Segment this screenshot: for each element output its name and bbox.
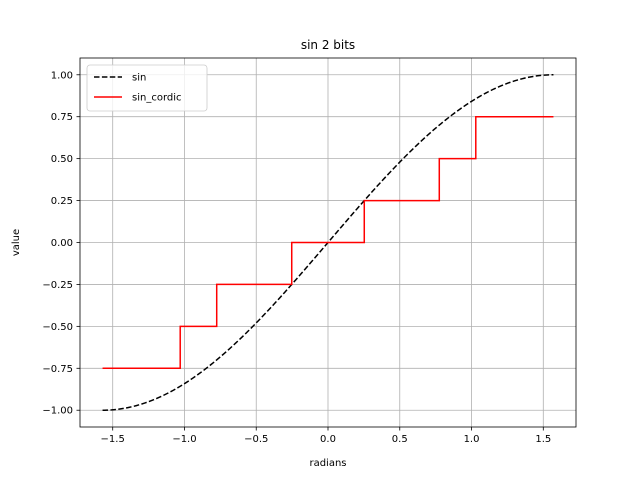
x-tick-label: −1.5: [101, 434, 125, 445]
y-tick-label: 0.50: [51, 154, 73, 165]
legend-box: [87, 65, 207, 111]
legend-label: sin_cordic: [132, 93, 182, 104]
y-tick-label: 0.25: [51, 196, 73, 207]
y-tick-label: −0.25: [42, 280, 73, 291]
x-tick-label: −1.0: [172, 434, 196, 445]
y-tick-label: −0.75: [42, 364, 73, 375]
y-tick-label: −1.00: [42, 406, 73, 417]
x-tick-label: −0.5: [244, 434, 268, 445]
y-tick-label: −0.50: [42, 322, 73, 333]
legend-label: sin: [132, 73, 146, 84]
chart-title: sin 2 bits: [301, 38, 355, 52]
x-tick-label: 0.0: [320, 434, 336, 445]
y-tick-label: 0.00: [51, 238, 73, 249]
x-axis-title: radians: [309, 458, 346, 469]
x-tick-label: 1.5: [535, 434, 551, 445]
y-tick-label: 1.00: [51, 70, 73, 81]
y-axis-title: value: [11, 229, 22, 256]
y-tick-label: 0.75: [51, 112, 73, 123]
x-tick-label: 0.5: [392, 434, 408, 445]
x-tick-label: 1.0: [464, 434, 480, 445]
legend: sin sin_cordic: [87, 65, 207, 111]
